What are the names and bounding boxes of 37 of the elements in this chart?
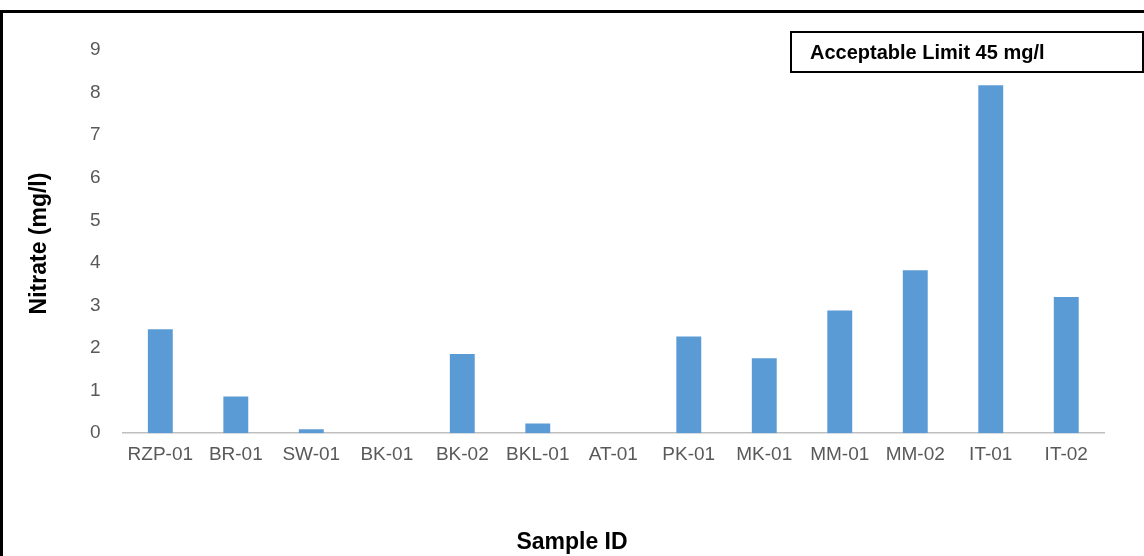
x-tick-label: MM-02 <box>885 442 945 464</box>
x-tick-label: MM-01 <box>810 442 870 464</box>
y-tick-label: 0 <box>89 421 101 443</box>
x-tick-label: RZP-01 <box>127 442 194 464</box>
annotation: Acceptable Limit 45 mg/l <box>810 40 1045 65</box>
bar <box>902 270 928 434</box>
bar <box>751 358 777 434</box>
x-tick-label: IT-02 <box>1044 442 1088 464</box>
bar <box>147 329 173 434</box>
x-tick-label: SW-01 <box>282 442 341 464</box>
bar <box>676 336 702 434</box>
x-tick-label: PK-01 <box>662 442 716 464</box>
x-tick-label: MK-01 <box>736 442 793 464</box>
x-tick-label: IT-01 <box>969 442 1013 464</box>
x-axis-title: Sample ID <box>515 528 629 555</box>
y-tick-label: 7 <box>89 123 101 145</box>
y-tick-label: 2 <box>89 336 101 358</box>
x-tick-label: AT-01 <box>588 442 638 464</box>
y-tick-label: 5 <box>89 208 101 230</box>
x-tick-label: BK-02 <box>435 442 489 464</box>
y-tick-label: 8 <box>89 80 101 102</box>
y-tick-label: 6 <box>89 165 101 187</box>
bar <box>298 429 324 434</box>
y-axis-title: Nitrate (mg/l) <box>24 171 52 317</box>
y-tick-label: 1 <box>89 378 101 400</box>
y-tick-label: 4 <box>89 251 101 273</box>
y-tick-label: 3 <box>89 293 101 315</box>
bar <box>223 396 249 434</box>
bar <box>449 354 475 434</box>
x-tick-label: BR-01 <box>208 442 263 464</box>
bar <box>827 310 853 434</box>
x-tick-label: BK-01 <box>360 442 414 464</box>
bar <box>525 423 551 434</box>
bar <box>978 85 1004 434</box>
y-tick-label: 9 <box>89 38 101 60</box>
x-tick-label: BKL-01 <box>506 442 570 464</box>
bar <box>1053 296 1079 434</box>
